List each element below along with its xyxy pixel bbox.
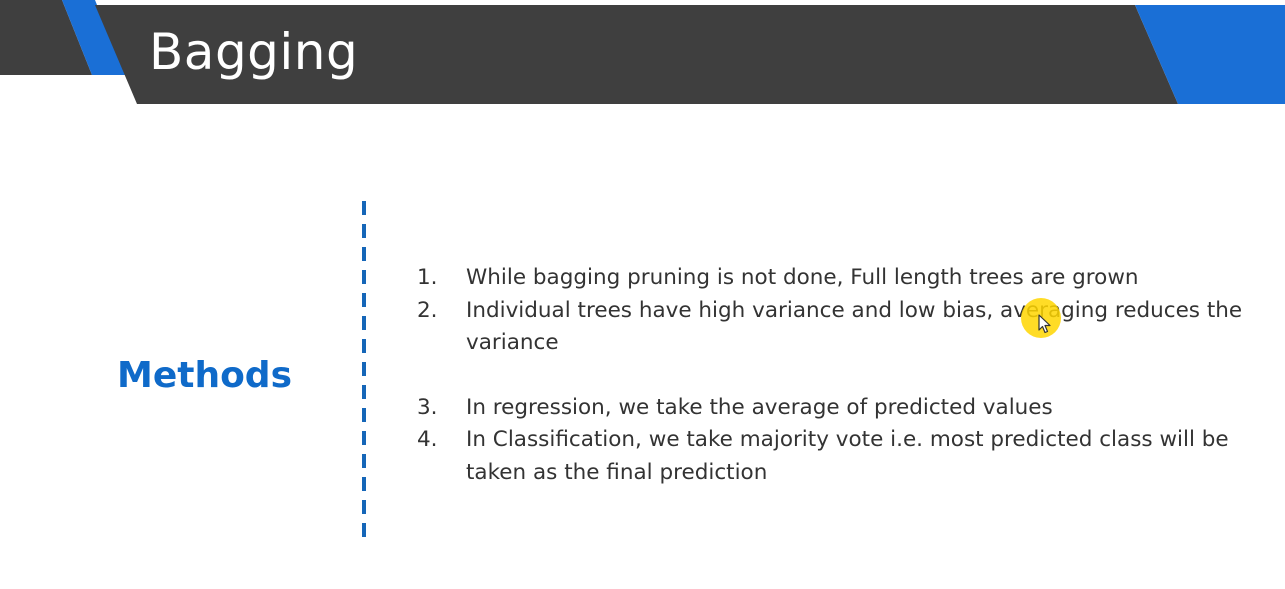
methods-list: 1. While bagging pruning is not done, Fu… [417,262,1267,489]
list-item-text: In regression, we take the average of pr… [466,394,1053,420]
mouse-pointer-icon [1038,314,1051,334]
list-item: 2. Individual trees have high variance a… [417,295,1267,360]
list-item-text: Individual trees have high variance and … [466,297,1243,356]
list-item-text: In Classification, we take majority vote… [466,427,1229,485]
list-item-number: 4. [417,427,438,452]
banner-left-blue-stripe [62,0,125,75]
list-item-text: While bagging pruning is not done, Full … [466,265,1139,290]
title-banner [0,0,1285,104]
list-item-number: 2. [417,297,438,323]
banner-left-gray-stripe [0,0,92,75]
list-item: 4. In Classification, we take majority v… [417,424,1267,489]
slide-title: Bagging [149,23,359,81]
banner-right-blue-block [1135,5,1285,104]
banner-main-band [95,5,1178,104]
dashed-divider [362,201,366,539]
list-item: 1. While bagging pruning is not done, Fu… [417,262,1267,295]
list-item-number: 1. [417,265,438,290]
list-item-number: 3. [417,394,438,420]
section-label: Methods [117,355,293,396]
list-item: 3. In regression, we take the average of… [417,392,1267,425]
